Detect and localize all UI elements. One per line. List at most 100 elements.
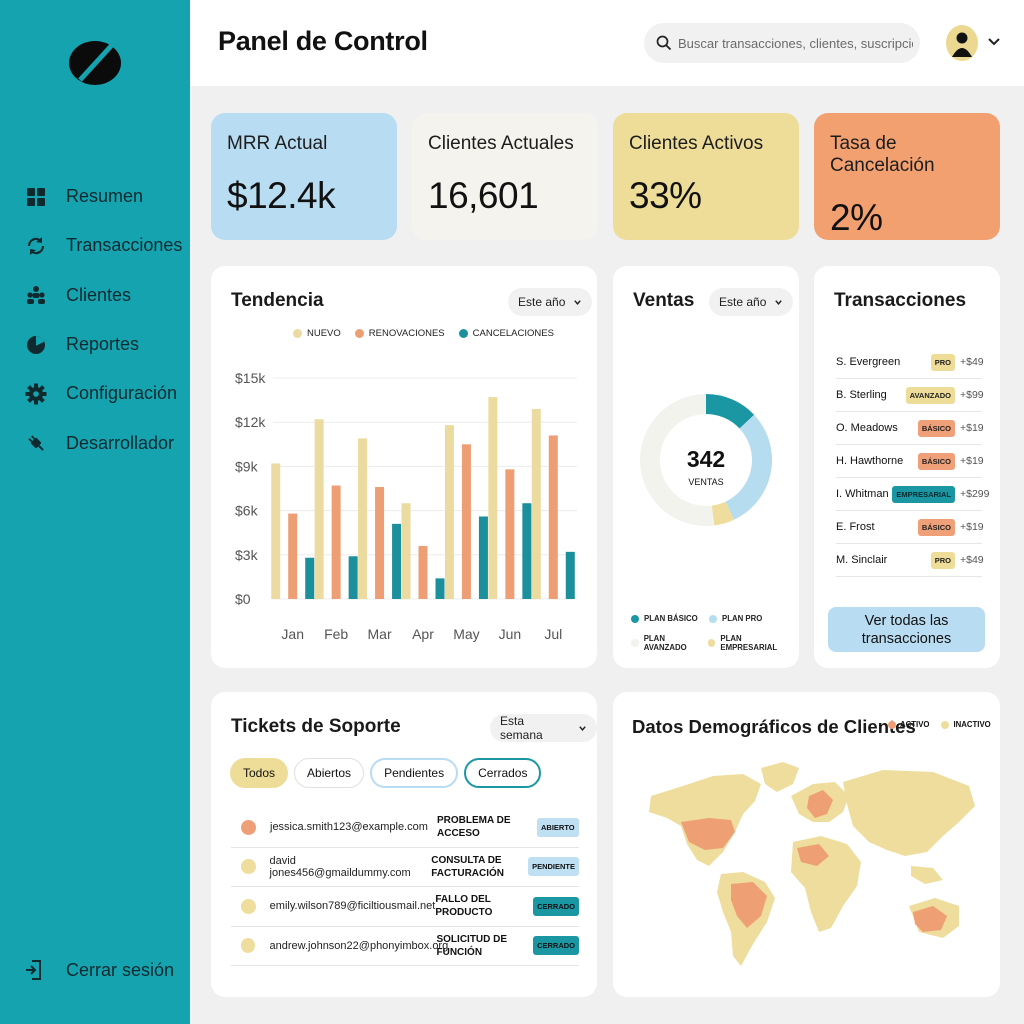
ticket-status-dot: [241, 938, 256, 954]
ticket-email: jessica.smith123@example.com: [270, 821, 428, 834]
ticket-row[interactable]: andrew.johnson22@phonyimbox.org SOLICITUD…: [231, 927, 579, 966]
bar: [401, 503, 411, 599]
transaction-amount: +$99: [960, 389, 984, 401]
transaction-row[interactable]: O. Meadows BÁSICO +$19: [836, 412, 984, 445]
trend-period-dropdown[interactable]: Este año: [508, 288, 593, 316]
filter-chip-todos[interactable]: Todos: [230, 758, 289, 788]
ticket-issue: FALLO DEL PRODUCTO: [435, 894, 493, 919]
transaction-amount: +$19: [960, 422, 984, 434]
bar: [548, 435, 558, 599]
search-input[interactable]: [678, 35, 913, 51]
logout-icon: [24, 958, 48, 982]
sidebar-item-reportes[interactable]: Reportes: [0, 320, 190, 369]
transaction-row[interactable]: M. Sinclair PRO +$49: [836, 544, 984, 577]
legend-item: INACTIVO: [941, 720, 991, 729]
sidebar-item-label: Reportes: [66, 334, 140, 355]
transaction-row[interactable]: I. Whitman EMPRESARIAL +$299: [836, 478, 990, 511]
legend-swatch: [631, 614, 639, 623]
transaction-customer: S. Evergreen: [836, 356, 901, 368]
ticket-issue: SOLICITUD DE FUNCIÓN: [436, 933, 508, 958]
legend-label: PLAN BÁSICO: [644, 614, 698, 623]
legend-label: NUEVO: [307, 328, 341, 339]
grid-icon: [24, 185, 48, 209]
legend-swatch: [888, 720, 896, 729]
bar: [565, 551, 575, 599]
legend-item: ACTIVO: [888, 720, 929, 729]
kpi-value: 33%: [629, 175, 702, 216]
transaction-amount: +$19: [960, 521, 984, 533]
filter-chip-abiertos[interactable]: Abiertos: [294, 758, 365, 788]
ticket-row[interactable]: david jones456@gmaildummy.com CONSULTA DE…: [231, 848, 579, 887]
bar: [348, 556, 358, 599]
view-all-transactions-button[interactable]: Ver todas las transacciones: [828, 607, 985, 652]
transaction-row[interactable]: H. Hawthorne BÁSICO +$19: [836, 445, 984, 478]
kpi-label: Tasa de Cancelación: [830, 133, 935, 176]
donut-slice: [725, 414, 772, 520]
transaction-row[interactable]: S. Evergreen PRO +$49: [836, 346, 984, 379]
logo-icon: [69, 41, 121, 85]
ticket-row[interactable]: jessica.smith123@example.com PROBLEMA DE …: [231, 808, 579, 848]
world-map-active-regions: [681, 790, 947, 932]
search-bar[interactable]: [644, 23, 920, 63]
legend-label: PLAN EMPRESARIAL: [720, 634, 778, 652]
x-tick-label: Mar: [368, 626, 392, 642]
demographics-title: Datos Demográficos de Clientes: [632, 716, 916, 737]
sidebar-item-clientes[interactable]: Clientes: [0, 271, 190, 320]
ticket-status-dot: [241, 859, 256, 875]
ticket-issue: CONSULTA DE FACTURACIÓN: [431, 854, 505, 879]
sales-panel: Ventas Este año 342 VENTAS PLAN BÁSICO P…: [613, 266, 799, 668]
kpi-value: 2%: [830, 197, 883, 238]
kpi-card-clientes-actuales: Clientes Actuales 16,601: [412, 113, 598, 240]
demographics-legend: ACTIVO INACTIVO: [888, 720, 991, 729]
plan-badge: AVANZADO: [905, 386, 955, 404]
legend-swatch: [293, 329, 302, 338]
page-title: Panel de Control: [218, 26, 428, 56]
sidebar-item-resumen[interactable]: Resumen: [0, 172, 190, 221]
sidebar-item-configuracion[interactable]: Configuración: [0, 369, 190, 418]
trend-panel: Tendencia Este año NUEVO RENOVACIONES CA…: [211, 266, 597, 668]
logout-button[interactable]: Cerrar sesión: [24, 958, 174, 982]
legend-swatch: [631, 639, 639, 647]
plan-badge: PRO: [930, 353, 955, 371]
transaction-row[interactable]: B. Sterling AVANZADO +$99: [836, 379, 984, 412]
bar: [522, 503, 532, 599]
legend-item: PLAN AVANZADO: [631, 634, 708, 652]
sales-title: Ventas: [633, 290, 695, 311]
legend-item: RENOVACIONES: [354, 328, 445, 339]
avatar[interactable]: [946, 25, 978, 61]
trend-bar-chart: $15k $12k $9k $6k $3k $0 Jan Feb Mar Apr May Jun Jul: [235, 370, 577, 642]
chevron-down-icon: [574, 299, 582, 305]
plan-badge: EMPRESARIAL: [892, 485, 955, 503]
bar: [444, 425, 454, 599]
sidebar-item-label: Resumen: [66, 186, 144, 207]
filter-chip-cerrados[interactable]: Cerrados: [464, 758, 542, 788]
ticket-status-dot: [241, 819, 256, 835]
transaction-customer: I. Whitman: [836, 488, 889, 500]
chevron-down-icon[interactable]: [986, 34, 1002, 50]
transaction-customer: O. Meadows: [836, 422, 898, 434]
dropdown-label: Este año: [719, 295, 767, 309]
bar: [392, 523, 402, 599]
transaction-amount: +$49: [960, 554, 984, 566]
plan-badge: BÁSICO: [917, 452, 955, 470]
transaction-customer: H. Hawthorne: [836, 455, 904, 467]
transactions-title: Transacciones: [834, 290, 967, 311]
legend-item: PLAN BÁSICO: [631, 614, 709, 623]
dropdown-label: Este año: [518, 295, 566, 309]
y-tick-label: $15k: [235, 370, 266, 386]
ticket-row[interactable]: emily.wilson789@ficiltiousmail.net FALLO …: [231, 887, 579, 927]
ticket-email: emily.wilson789@ficiltiousmail.net: [269, 900, 436, 913]
bar: [305, 557, 315, 599]
x-tick-label: May: [453, 626, 479, 642]
plan-badge: PRO: [930, 551, 955, 569]
sales-donut-chart: [640, 394, 772, 526]
sales-period-dropdown[interactable]: Este año: [709, 288, 794, 316]
sidebar-item-desarrollador[interactable]: Desarrollador: [0, 418, 190, 467]
sidebar-item-transacciones[interactable]: Transacciones: [0, 221, 190, 270]
transaction-row[interactable]: E. Frost BÁSICO +$19: [836, 511, 984, 544]
filter-chip-pendientes[interactable]: Pendientes: [370, 758, 459, 788]
support-period-dropdown[interactable]: Esta semana: [490, 714, 597, 742]
bar: [531, 408, 541, 599]
plug-icon: [24, 431, 48, 455]
sidebar-item-label: Transacciones: [66, 235, 183, 256]
